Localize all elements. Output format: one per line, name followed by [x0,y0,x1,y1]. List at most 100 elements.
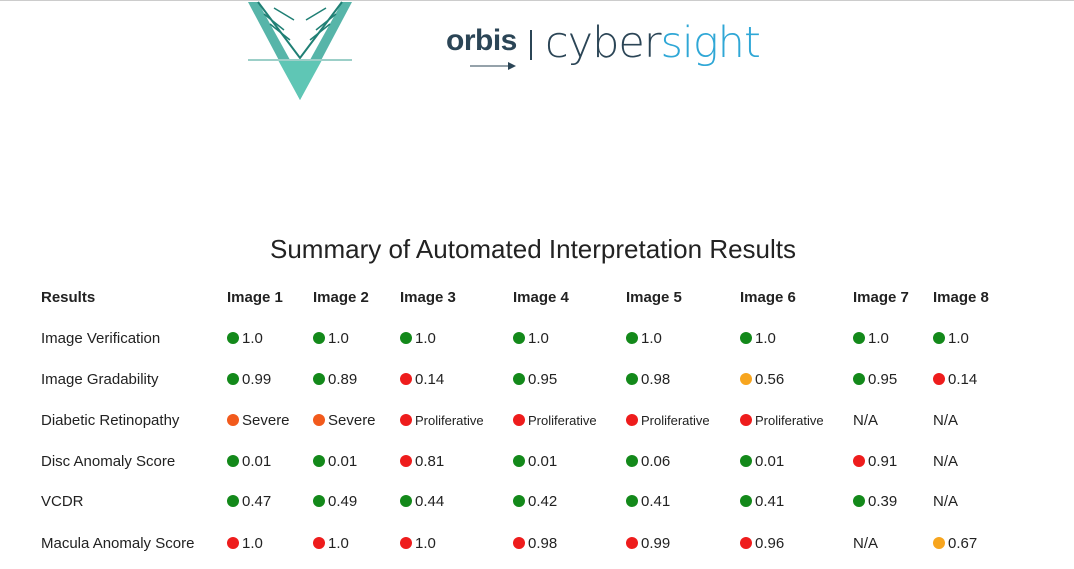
result-cell: 1.0 [400,533,436,553]
row-label: Disc Anomaly Score [41,452,176,470]
status-dot [227,455,239,467]
result-cell: N/A [933,451,958,471]
result-value: 0.67 [948,534,978,552]
status-dot [740,537,752,549]
result-value: 0.01 [242,452,272,470]
result-cell: 1.0 [313,328,349,348]
status-dot [853,332,865,344]
column-header: Image 3 [400,289,456,306]
status-dot [740,495,752,507]
status-dot [853,495,865,507]
result-cell: 0.98 [626,369,670,389]
top-border [0,0,1074,1]
status-dot [400,414,412,426]
result-cell: 0.96 [740,533,784,553]
status-dot [400,332,412,344]
result-value: 0.44 [415,492,445,510]
result-cell: 1.0 [313,533,349,553]
column-header: Image 7 [853,289,909,306]
title: Summary of Automated Interpretation Resu… [269,234,797,264]
result-value: 0.91 [868,452,898,470]
result-value: 0.39 [868,492,898,510]
result-value: Proliferative [415,412,484,428]
result-cell: 1.0 [227,328,263,348]
result-cell: 0.01 [740,451,784,471]
result-cell: 0.47 [227,491,271,511]
status-dot [933,332,945,344]
status-dot [313,414,325,426]
row-label: Image Gradability [41,370,159,388]
result-value: 1.0 [755,329,776,347]
row-label: Macula Anomaly Score [41,534,195,552]
column-header: Image 1 [227,289,283,306]
status-dot [626,455,638,467]
result-cell: 1.0 [400,328,436,348]
row-label: Image Verification [41,329,161,347]
result-value: N/A [853,534,879,552]
result-value: N/A [933,492,959,510]
result-value: 0.47 [242,492,272,510]
result-value: 0.01 [328,452,358,470]
result-value: 1.0 [328,329,349,347]
status-dot [313,332,325,344]
result-cell: 0.06 [626,451,670,471]
column-header: Image 6 [740,289,796,306]
result-cell: 0.81 [400,451,444,471]
row-label: VCDR [41,492,84,510]
result-cell: 0.99 [227,369,271,389]
result-value: 1.0 [641,329,662,347]
status-dot [626,332,638,344]
result-cell: 0.67 [933,533,977,553]
logo-mark [248,1,352,100]
result-value: Proliferative [755,412,824,428]
result-value: 0.56 [755,370,785,388]
result-value: 0.99 [641,534,671,552]
status-dot [227,414,239,426]
plane-line [470,62,516,70]
result-cell: 0.95 [513,369,557,389]
result-value: Severe [328,411,376,429]
result-value: 0.98 [641,370,671,388]
status-dot [626,495,638,507]
status-dot [400,455,412,467]
result-value: 1.0 [242,534,263,552]
result-value: 0.95 [528,370,558,388]
result-cell: Proliferative [513,410,597,430]
result-cell: 1.0 [740,328,776,348]
result-value: 0.49 [328,492,358,510]
result-value: 1.0 [948,329,969,347]
result-value: 1.0 [415,329,436,347]
result-cell: 0.01 [513,451,557,471]
result-cell: 0.56 [740,369,784,389]
result-value: N/A [933,411,959,429]
status-dot [400,373,412,385]
result-cell: 0.99 [626,533,670,553]
result-value: Proliferative [528,412,597,428]
column-header: Image 2 [313,289,369,306]
result-value: N/A [933,452,959,470]
result-value: Severe [242,411,290,429]
result-cell: 0.01 [227,451,271,471]
status-dot [513,495,525,507]
brand-cyber: cyber [545,18,662,68]
status-dot [626,373,638,385]
brand-divider [530,30,532,60]
status-dot [313,537,325,549]
result-cell: Proliferative [740,410,824,430]
status-dot [513,455,525,467]
result-value: 0.96 [755,534,785,552]
result-value: 0.14 [948,370,978,388]
result-value: 1.0 [242,329,263,347]
result-value: 1.0 [528,329,549,347]
result-value: 0.81 [415,452,445,470]
status-dot [853,373,865,385]
status-dot [933,537,945,549]
result-value: 0.98 [528,534,558,552]
result-cell: Proliferative [626,410,710,430]
status-dot [933,373,945,385]
column-header: Image 8 [933,289,989,306]
row-label: Diabetic Retinopathy [41,411,180,429]
status-dot [513,414,525,426]
status-dot [853,455,865,467]
